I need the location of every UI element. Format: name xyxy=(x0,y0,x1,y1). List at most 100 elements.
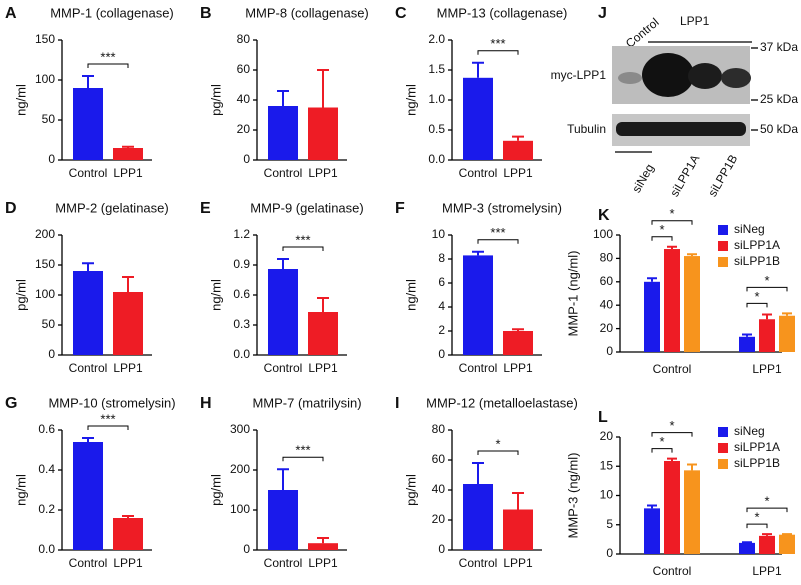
x-tick-label: Control xyxy=(459,361,498,375)
y-tick-label: 100 xyxy=(593,227,613,241)
y-tick-label: 0 xyxy=(606,344,613,358)
panel-letter: A xyxy=(5,5,17,22)
x-tick-label: LPP1 xyxy=(113,361,143,375)
y-tick-label: 0.4 xyxy=(38,462,55,476)
marker-label: 25 kDa xyxy=(760,92,798,106)
error-bar xyxy=(317,69,329,108)
chart-title: MMP-13 (collagenase) xyxy=(437,5,568,20)
error-bar xyxy=(512,492,524,510)
x-tick-label: LPP1 xyxy=(503,361,533,375)
y-tick-label: 10 xyxy=(600,488,614,502)
error-bar xyxy=(277,90,289,106)
x-tick-label: LPP1 xyxy=(503,166,533,180)
error-bar xyxy=(687,253,697,257)
legend-swatch xyxy=(718,427,728,437)
panel-letter: I xyxy=(395,395,399,412)
bar xyxy=(73,271,103,355)
y-tick-label: 80 xyxy=(432,422,446,436)
significance-label: *** xyxy=(295,443,310,458)
significance-label: *** xyxy=(490,36,505,51)
significance-bracket xyxy=(651,220,693,225)
y-axis-label: MMP-1 (ng/ml) xyxy=(565,251,580,337)
significance-label: * xyxy=(754,510,759,525)
chart-title: MMP-7 (matrilysin) xyxy=(252,395,361,410)
y-tick-label: 150 xyxy=(35,257,55,271)
panel-letter: C xyxy=(395,5,407,22)
bar xyxy=(268,106,298,160)
y-axis-label: ng/ml xyxy=(403,279,418,311)
x-tick-label: LPP1 xyxy=(752,362,782,376)
significance-bracket xyxy=(651,236,673,241)
lane-label: siLPP1A xyxy=(667,152,702,199)
bar xyxy=(268,269,298,355)
y-axis-label: ng/ml xyxy=(13,474,28,506)
y-tick-label: 0.6 xyxy=(38,422,55,436)
significance-label: * xyxy=(659,222,664,237)
panel-letter: B xyxy=(200,5,212,22)
y-tick-label: 200 xyxy=(35,227,55,241)
band xyxy=(616,122,746,136)
x-tick-label: LPP1 xyxy=(752,564,782,578)
y-tick-label: 80 xyxy=(600,251,614,265)
x-tick-label: Control xyxy=(69,166,108,180)
y-tick-label: 20 xyxy=(600,429,614,443)
panel-letter: L xyxy=(598,409,608,426)
bar xyxy=(644,281,660,352)
y-tick-label: 20 xyxy=(237,122,251,136)
significance-bracket xyxy=(477,450,519,455)
bar xyxy=(779,534,795,554)
y-tick-label: 0.9 xyxy=(233,257,250,271)
legend-label: siLPP1A xyxy=(734,238,780,252)
y-tick-label: 0.5 xyxy=(428,122,445,136)
y-axis-label: pg/ml xyxy=(13,279,28,311)
significance-bracket xyxy=(746,523,768,529)
bar xyxy=(759,319,775,352)
error-bar xyxy=(122,145,134,148)
y-tick-label: 60 xyxy=(600,274,614,288)
lane-label: siLPP1B xyxy=(705,152,740,199)
error-bar xyxy=(667,245,677,250)
lane-header: Control xyxy=(623,15,662,51)
panel-letter: G xyxy=(5,395,17,412)
legend-swatch xyxy=(718,241,728,251)
significance-label: *** xyxy=(295,232,310,247)
significance-bracket xyxy=(87,425,129,430)
significance-label: * xyxy=(495,436,500,451)
x-tick-label: Control xyxy=(264,361,303,375)
error-bar xyxy=(762,533,772,536)
x-tick-label: Control xyxy=(264,556,303,570)
y-tick-label: 15 xyxy=(600,458,614,472)
band xyxy=(618,72,642,84)
legend-swatch xyxy=(718,257,728,267)
marker-label: 50 kDa xyxy=(760,122,798,136)
legend-label: siNeg xyxy=(734,424,765,438)
bar xyxy=(779,315,795,352)
significance-bracket xyxy=(477,50,519,55)
error-bar xyxy=(687,463,697,471)
y-tick-label: 0 xyxy=(48,152,55,166)
bar xyxy=(113,518,143,550)
bar xyxy=(664,249,680,352)
y-axis-label: pg/ml xyxy=(208,84,223,116)
bar xyxy=(739,336,755,352)
y-tick-label: 20 xyxy=(432,512,446,526)
y-tick-label: 40 xyxy=(432,482,446,496)
y-tick-label: 20 xyxy=(600,321,614,335)
y-tick-label: 4 xyxy=(438,299,445,313)
significance-bracket xyxy=(282,456,324,462)
significance-label: * xyxy=(764,273,769,288)
error-bar xyxy=(512,135,524,141)
legend-swatch xyxy=(718,459,728,469)
x-tick-label: LPP1 xyxy=(503,556,533,570)
chart-title: MMP-10 (stromelysin) xyxy=(48,395,175,410)
x-tick-label: Control xyxy=(69,361,108,375)
bar xyxy=(684,256,700,352)
bar xyxy=(463,77,493,160)
y-tick-label: 50 xyxy=(42,112,56,126)
x-tick-label: Control xyxy=(653,564,692,578)
x-tick-label: Control xyxy=(69,556,108,570)
bar xyxy=(113,292,143,355)
error-bar xyxy=(82,262,94,271)
